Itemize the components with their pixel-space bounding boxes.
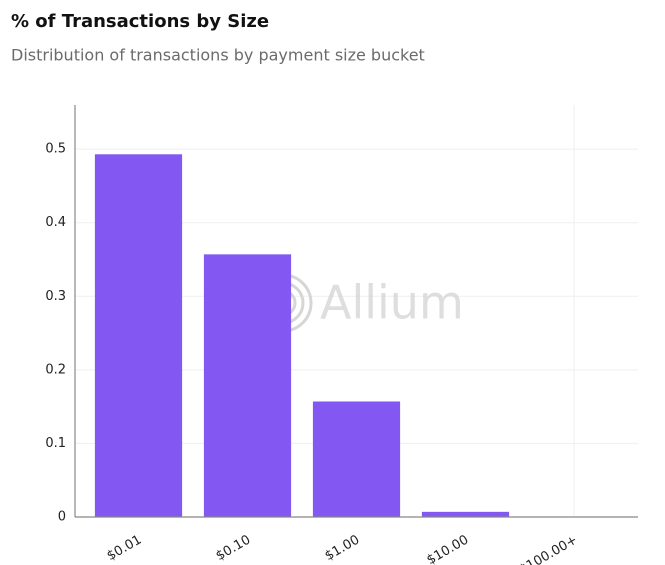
chart-title: % of Transactions by Size	[11, 11, 269, 32]
y-tick-label: 0.2	[45, 362, 66, 377]
bar	[421, 511, 510, 517]
y-tick-label: 0.4	[45, 215, 66, 230]
x-tick-label: $0.01	[105, 533, 145, 565]
x-tick-label: $10.00	[424, 533, 471, 565]
y-tick-label: 0	[58, 510, 66, 525]
bar	[312, 401, 401, 517]
chart-subtitle: Distribution of transactions by payment …	[11, 46, 425, 65]
x-tick-label: $100.00+	[517, 533, 580, 565]
bar	[203, 254, 292, 517]
x-tick-label: $0.10	[214, 533, 254, 565]
y-tick-label: 0.3	[45, 289, 66, 304]
y-tick-label: 0.1	[45, 436, 66, 451]
x-tick-label: $1.00	[323, 533, 363, 565]
watermark: Allium	[320, 276, 464, 330]
bar	[94, 154, 183, 518]
y-tick-label: 0.5	[45, 142, 66, 157]
